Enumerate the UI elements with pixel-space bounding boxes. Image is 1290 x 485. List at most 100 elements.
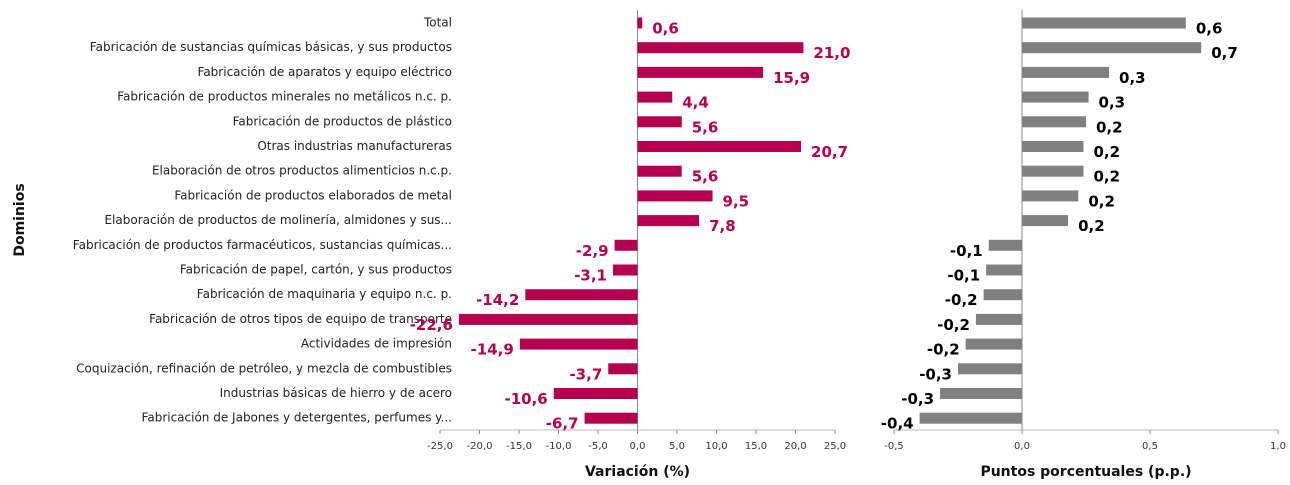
bar (637, 66, 764, 78)
bar (1022, 116, 1086, 128)
value-label: -14,9 (471, 341, 514, 359)
value-label: 0,3 (1119, 69, 1146, 87)
value-label: -0,3 (919, 365, 952, 383)
x-axis-title: Variación (%) (585, 464, 690, 480)
bar (1022, 141, 1084, 152)
category-label: Actividades de impresión (301, 337, 452, 351)
x-tick-label: 0,5 (1142, 441, 1158, 452)
category-label: Industrias básicas de hierro y de acero (220, 386, 452, 400)
value-label: 0,2 (1078, 217, 1105, 235)
value-label: 0,2 (1088, 192, 1115, 210)
bar (1022, 91, 1089, 103)
bar (1022, 165, 1084, 177)
bar (637, 116, 682, 128)
bar (613, 264, 638, 276)
value-label: -22,6 (410, 316, 453, 334)
value-label: 9,5 (723, 192, 750, 210)
category-label: Fabricación de productos elaborados de m… (174, 188, 452, 202)
value-label: 0,2 (1093, 143, 1120, 161)
x-tick-label: 0,0 (630, 441, 646, 452)
bar (637, 42, 804, 54)
x-tick-label: 5,0 (669, 441, 685, 452)
value-label: -14,2 (476, 291, 519, 309)
value-label: 0,2 (1093, 168, 1120, 186)
bar (919, 412, 1022, 424)
bar (988, 239, 1022, 251)
bar (1022, 17, 1186, 29)
value-label: -0,1 (947, 267, 980, 285)
bar (637, 215, 700, 227)
bar (975, 313, 1022, 325)
bar (986, 264, 1022, 276)
bar (983, 289, 1022, 301)
value-label: -0,2 (945, 291, 978, 309)
x-axis-title: Puntos porcentuales (p.p.) (980, 464, 1191, 480)
category-label: Fabricación de productos de plástico (233, 114, 452, 128)
value-label: -6,7 (546, 415, 579, 433)
value-label: -3,7 (569, 365, 602, 383)
x-tick-label: -0,5 (884, 441, 904, 452)
bar (1022, 190, 1079, 202)
value-label: 21,0 (813, 44, 850, 62)
x-tick-label: 20,0 (784, 441, 806, 452)
x-tick-label: -15,0 (506, 441, 532, 452)
bar (608, 363, 638, 375)
bar (525, 289, 638, 301)
x-tick-label: -10,0 (546, 441, 572, 452)
value-label: -0,3 (901, 390, 934, 408)
value-label: -2,9 (576, 242, 609, 260)
bar (1022, 215, 1069, 227)
value-label: 15,9 (773, 69, 810, 87)
x-tick-label: 25,0 (824, 441, 846, 452)
bar (637, 141, 802, 152)
bar (940, 388, 1022, 399)
bar (519, 338, 638, 350)
category-label: Fabricación de sustancias químicas básic… (90, 40, 452, 54)
value-label: -0,1 (950, 242, 983, 260)
bar (965, 338, 1022, 350)
bar (1022, 66, 1110, 78)
category-label: Elaboración de productos de molinería, a… (104, 213, 452, 227)
value-label: 5,6 (692, 168, 719, 186)
bar (637, 91, 673, 103)
value-label: 0,6 (1196, 20, 1223, 38)
x-tick-label: 1,0 (1270, 441, 1286, 452)
x-tick-label: -25,0 (427, 441, 453, 452)
value-label: -10,6 (505, 390, 548, 408)
x-tick-label: -5,0 (588, 441, 608, 452)
category-label: Fabricación de Jabones y detergentes, pe… (142, 411, 452, 425)
value-label: 0,3 (1099, 94, 1126, 112)
bar (614, 239, 638, 251)
category-label: Fabricación de aparatos y equipo eléctri… (198, 65, 452, 79)
value-label: -0,4 (881, 415, 914, 433)
x-tick-label: -20,0 (467, 441, 493, 452)
value-label: -0,2 (927, 341, 960, 359)
x-tick-label: 15,0 (745, 441, 767, 452)
bar (958, 363, 1022, 375)
value-label: 0,6 (652, 20, 679, 38)
bar (637, 165, 682, 177)
bar (553, 388, 638, 399)
category-label: Fabricación de maquinaria y equipo n.c. … (197, 287, 452, 301)
x-tick-label: 0,0 (1014, 441, 1030, 452)
bar (1022, 42, 1202, 54)
value-label: 0,2 (1096, 118, 1123, 136)
value-label: 4,4 (682, 94, 709, 112)
category-label: Elaboración de otros productos alimentic… (152, 164, 452, 178)
x-tick-label: 10,0 (705, 441, 727, 452)
value-label: 0,7 (1211, 44, 1238, 62)
bar (458, 313, 638, 325)
category-label: Fabricación de otros tipos de equipo de … (149, 312, 452, 326)
category-label: Fabricación de productos minerales no me… (117, 90, 452, 104)
value-label: -0,2 (937, 316, 970, 334)
category-label: Otras industrias manufactureras (257, 139, 452, 153)
value-label: 5,6 (692, 118, 719, 136)
category-label: Fabricación de papel, cartón, y sus prod… (180, 263, 452, 277)
value-label: -3,1 (574, 267, 607, 285)
bar (584, 412, 638, 424)
category-label: Coquización, refinación de petróleo, y m… (76, 361, 452, 375)
value-label: 7,8 (709, 217, 736, 235)
value-label: 20,7 (811, 143, 848, 161)
bar (637, 190, 713, 202)
